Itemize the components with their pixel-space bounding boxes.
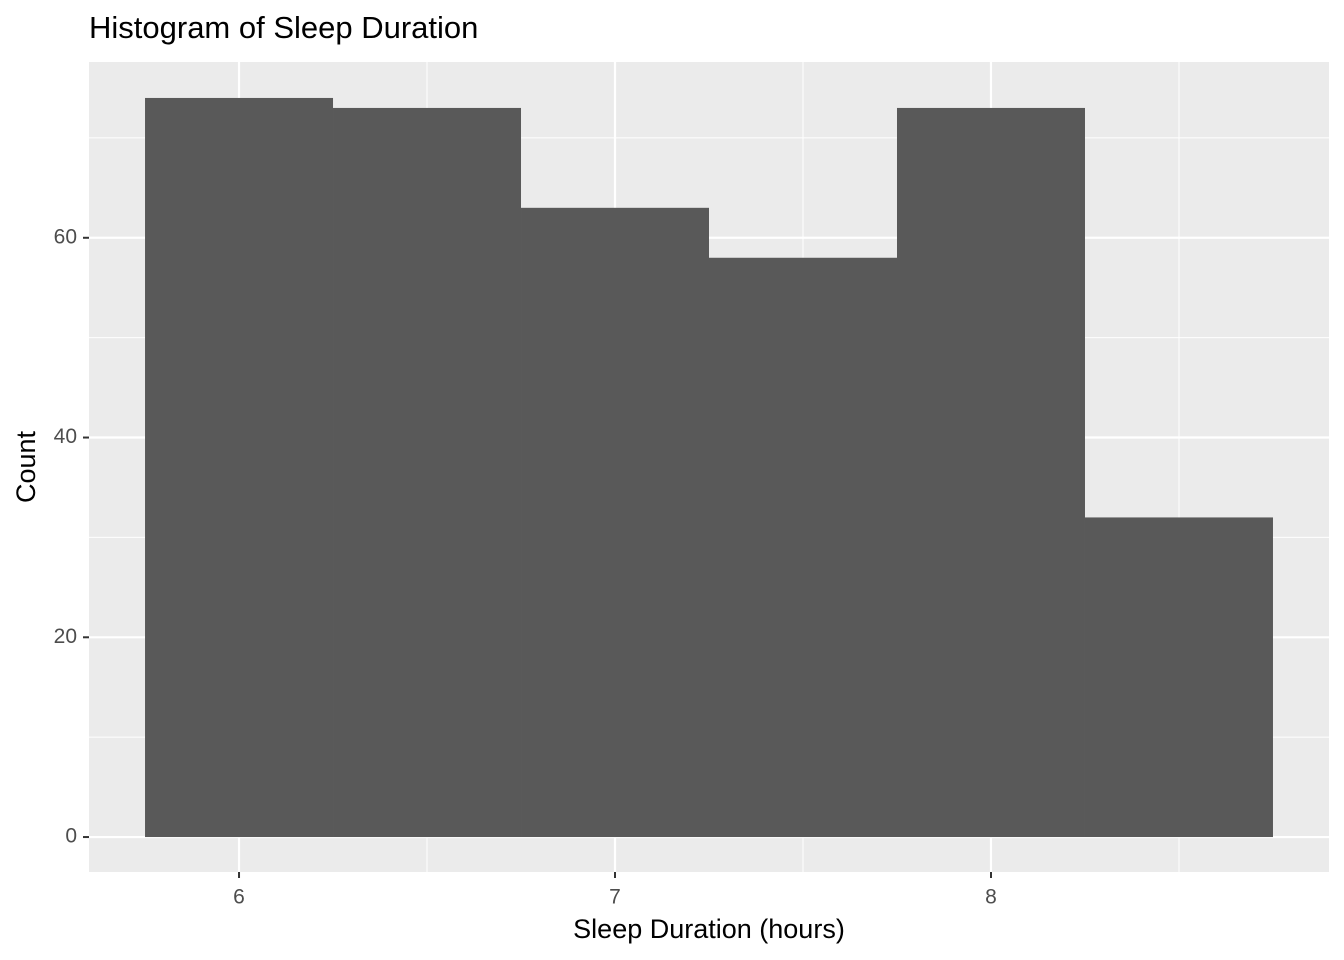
y-tick-label: 0: [65, 825, 77, 848]
bar: [709, 257, 897, 838]
y-tick-label: 40: [54, 425, 77, 448]
bar: [333, 107, 522, 838]
bar: [1084, 517, 1273, 838]
chart-title: Histogram of Sleep Duration: [89, 10, 478, 45]
x-tick-label: 8: [985, 886, 997, 909]
x-tick-label: 7: [609, 886, 621, 909]
x-tick-label: 6: [233, 886, 245, 909]
y-axis-title: Count: [11, 430, 41, 503]
y-tick-label: 20: [54, 625, 77, 648]
bar: [521, 207, 709, 838]
bar: [896, 107, 1085, 838]
x-axis-title: Sleep Duration (hours): [573, 914, 845, 944]
y-tick-label: 60: [54, 225, 77, 248]
bar: [145, 97, 334, 838]
